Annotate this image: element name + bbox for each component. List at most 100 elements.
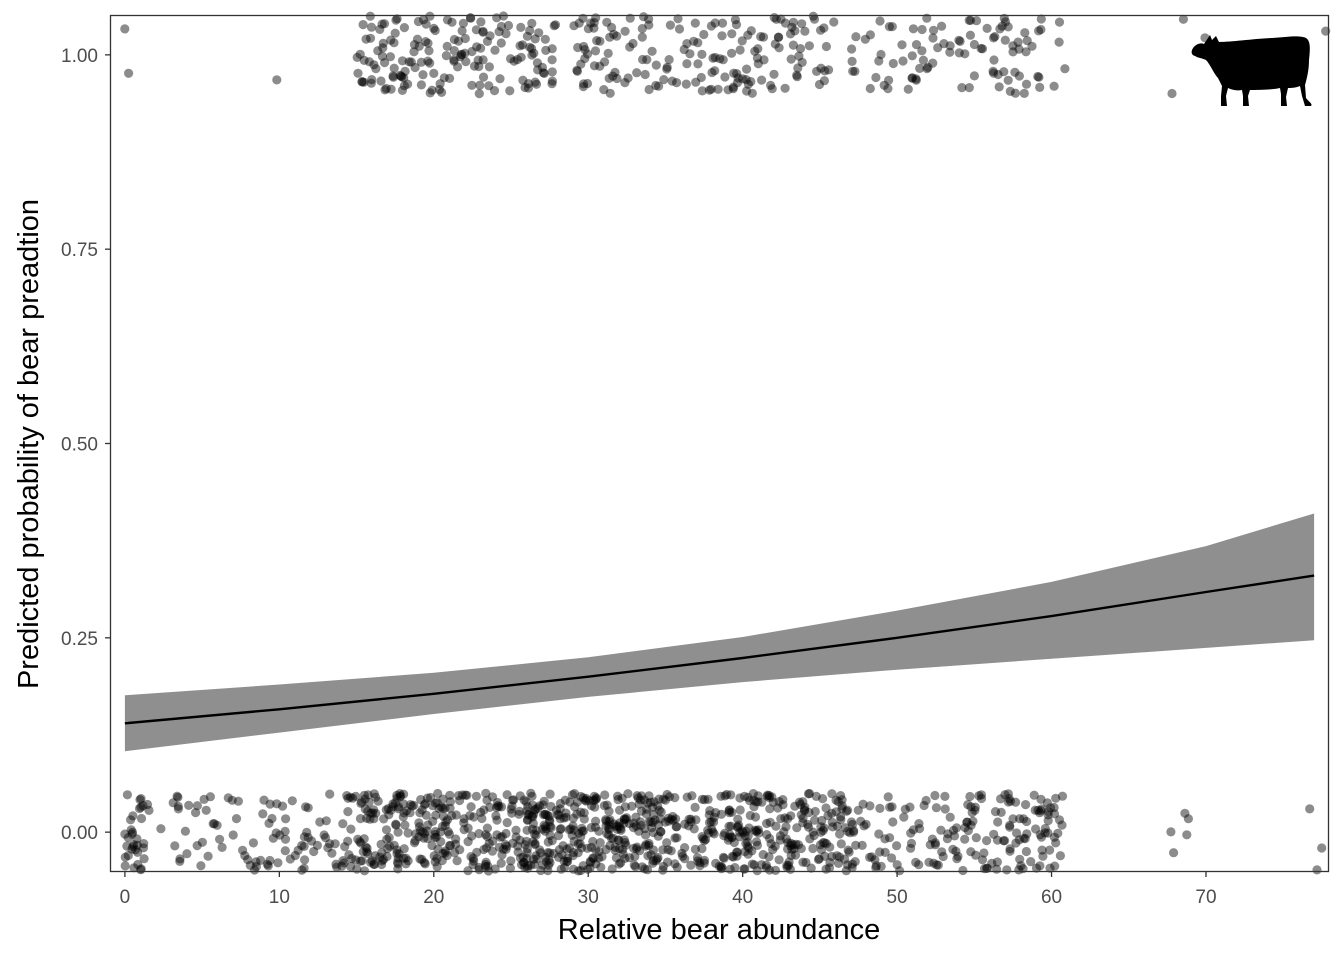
data-point-outcome-0 [569,789,580,799]
data-point-outcome-0 [996,807,1006,818]
data-point-outcome-0 [732,847,743,857]
data-point-outcome-0 [824,863,835,873]
data-point-outcome-0 [494,842,504,852]
y-tick-label: 1.00 [61,46,98,67]
data-point-outcome-0 [613,791,623,801]
data-point-outcome-0 [735,832,745,842]
data-point-outcome-0 [906,828,916,838]
data-point-outcome-1 [969,71,980,81]
data-point-outcome-1 [377,19,387,29]
data-point-outcome-0 [312,840,322,851]
data-point-outcome-0 [545,830,555,841]
data-point-outcome-0 [365,814,375,824]
data-point-outcome-0 [363,849,373,859]
data-point-outcome-0 [126,825,136,835]
data-point-outcome-0 [689,824,699,834]
data-point-outcome-0 [804,807,814,818]
data-point-outcome-1 [689,36,699,46]
data-point-outcome-0 [534,801,545,811]
data-point-outcome-1 [819,23,829,33]
data-point-outcome-0 [343,836,353,846]
data-point-outcome-0 [663,845,673,855]
data-point-outcome-1 [523,83,534,93]
data-point-outcome-1 [792,70,802,80]
data-point-outcome-1 [612,73,622,84]
data-point-outcome-0 [1014,865,1024,875]
data-point-outcome-0 [756,860,767,870]
data-point-outcome-0 [587,801,597,811]
data-point-outcome-0 [668,811,678,822]
data-point-outcome-0 [325,789,335,799]
data-point-outcome-0 [919,800,929,811]
data-point-outcome-1 [644,84,654,95]
data-point-outcome-0 [953,851,963,862]
data-point-outcome-0 [644,838,654,849]
data-point-outcome-1 [769,69,779,79]
data-point-outcome-1 [599,85,609,95]
data-point-outcome-0 [356,838,366,848]
data-point-outcome-0 [173,801,183,812]
data-point-outcome-1 [600,57,610,67]
data-point-outcome-1 [352,52,362,63]
data-point-outcome-1 [875,16,885,26]
data-point-outcome-0 [378,854,389,865]
data-point-outcome-0 [502,818,512,828]
data-point-outcome-0 [265,855,275,866]
data-point-outcome-0 [611,853,622,863]
data-point-outcome-0 [133,859,143,870]
data-point-outcome-0 [1043,807,1053,817]
data-point-outcome-1 [474,61,484,72]
data-point-outcome-1 [365,33,376,43]
data-point-outcome-0 [727,807,737,817]
data-point-outcome-0 [423,820,433,830]
data-point-outcome-0 [386,805,396,815]
data-point-outcome-0 [796,810,806,820]
data-point-outcome-0 [373,796,383,806]
data-point-outcome-0 [635,846,645,856]
data-point-outcome-0 [743,849,753,859]
data-point-outcome-0 [573,839,583,849]
data-point-outcome-1 [469,61,480,71]
data-point-outcome-0 [267,813,277,824]
data-point-outcome-0 [264,818,274,829]
data-point-outcome-0 [377,859,387,870]
data-point-outcome-0 [705,806,715,816]
data-point-outcome-0 [963,800,973,810]
data-point-outcome-0 [671,822,681,832]
data-point-outcome-1 [1008,41,1018,51]
y-axis-title: Predicted probability of bear preadtion [13,199,45,689]
data-point-outcome-0 [737,826,747,836]
data-point-outcome-0 [481,788,491,798]
data-point-outcome-0 [459,825,469,835]
data-point-outcome-1 [547,55,557,65]
data-point-outcome-0 [703,825,713,835]
data-point-outcome-0 [704,817,715,828]
data-point-outcome-0 [857,840,867,851]
data-point-outcome-0 [771,821,781,831]
data-point-outcome-0 [699,855,710,866]
data-point-outcome-1 [580,45,590,55]
data-point-outcome-0 [643,851,653,861]
data-point-outcome-0 [781,834,792,844]
data-point-outcome-0 [1051,793,1061,803]
data-point-outcome-1 [540,34,550,44]
data-point-outcome-0 [658,794,668,804]
data-point-outcome-1 [272,75,282,85]
data-point-outcome-0 [927,834,938,844]
data-point-outcome-1 [879,80,889,90]
data-point-outcome-1 [550,20,561,30]
data-point-outcome-0 [411,829,421,839]
data-point-outcome-0 [487,792,498,802]
data-point-outcome-0 [359,866,370,876]
data-point-outcome-1 [484,81,494,91]
data-point-outcome-1 [1014,71,1024,81]
data-point-outcome-0 [644,840,654,851]
data-point-outcome-0 [299,863,309,873]
data-point-outcome-0 [245,860,255,871]
data-point-outcome-0 [139,839,149,849]
data-point-outcome-0 [648,817,658,828]
data-point-outcome-1 [672,78,682,88]
data-point-outcome-0 [842,860,853,870]
data-point-outcome-1 [729,68,739,78]
